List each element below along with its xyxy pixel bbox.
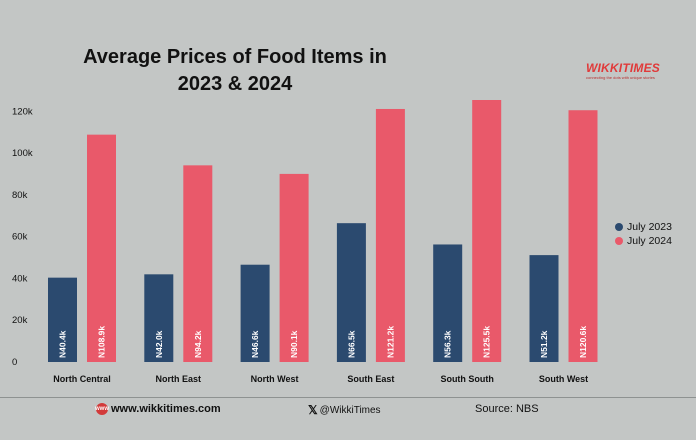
bar-value-label: N66.5k (346, 330, 356, 358)
x-category-label: North Central (53, 374, 111, 384)
bar-july-2023 (144, 274, 174, 362)
x-logo-icon: 𝕏 (308, 403, 318, 417)
bar-value-label: N40.4k (58, 330, 68, 358)
legend-label-july-2023: July 2023 (627, 221, 672, 233)
y-tick-label: 0 (12, 357, 17, 368)
bar-value-label: N120.6k (578, 326, 588, 358)
footer-divider (0, 397, 696, 398)
bar-value-label: N42.0k (154, 330, 164, 358)
legend-swatch-july-2024 (615, 237, 623, 245)
bar-value-label: N90.1k (289, 330, 299, 358)
footer-website[interactable]: www www.wikkitimes.com (95, 403, 221, 415)
bar-july-2024 (472, 100, 502, 362)
x-category-label: North East (156, 374, 202, 384)
chart-title-line-1: Average Prices of Food Items in (83, 46, 387, 68)
y-tick-label: 60k (12, 232, 28, 243)
bar-value-label: N94.2k (193, 330, 203, 358)
x-category-label: South West (539, 374, 588, 384)
wikkitimes-logo: WIKKITIMES connecting the dots with uniq… (586, 61, 668, 81)
bar-july-2024 (375, 108, 405, 362)
footer-twitter-text: @WikkiTimes (319, 404, 381, 416)
y-tick-label: 40k (12, 273, 28, 284)
bar-july-2023 (48, 277, 77, 362)
bar-july-2023 (529, 255, 559, 362)
y-tick-label: 100k (12, 148, 33, 159)
x-category-label: South South (440, 374, 494, 384)
bar-july-2023 (240, 264, 270, 362)
y-tick-label: 120k (12, 106, 33, 117)
legend-item-july-2023: July 2023 (615, 220, 672, 234)
bar-value-label: N108.9k (97, 326, 107, 358)
y-tick-label: 80k (12, 190, 28, 201)
bar-july-2024 (183, 165, 213, 362)
bar-july-2024 (279, 173, 309, 362)
logo-text: WIKKITIMES (586, 61, 660, 75)
bar-value-label: N121.2k (385, 326, 395, 358)
x-category-label: South East (347, 374, 394, 384)
bar-value-label: N125.5k (482, 326, 492, 358)
bar-july-2023 (433, 244, 463, 362)
x-category-label: North West (251, 374, 299, 384)
chart-legend: July 2023 July 2024 (615, 220, 672, 248)
footer-website-text: www.wikkitimes.com (111, 403, 221, 415)
legend-label-july-2024: July 2024 (627, 235, 672, 247)
legend-swatch-july-2023 (615, 223, 623, 231)
legend-item-july-2024: July 2024 (615, 234, 672, 248)
bar-value-label: N46.6k (250, 330, 260, 358)
bar-july-2024 (568, 110, 598, 362)
bar-value-label: N51.2k (539, 330, 549, 358)
bar-july-2023 (336, 223, 366, 362)
footer-source-text: Source: NBS (475, 403, 539, 415)
bar-value-label: N56.3k (443, 330, 453, 358)
logo-tagline: connecting the dots with unique stories (586, 75, 655, 80)
y-tick-label: 20k (12, 315, 28, 326)
globe-icon: www (95, 403, 109, 415)
footer-source: Source: NBS (475, 403, 539, 415)
chart-title-line-2: 2023 & 2024 (177, 73, 293, 95)
chart-title: Average Prices of Food Items in 2023 & 2… (40, 44, 430, 98)
bar-july-2024 (87, 134, 116, 362)
footer-twitter[interactable]: 𝕏 @WikkiTimes (308, 403, 381, 417)
